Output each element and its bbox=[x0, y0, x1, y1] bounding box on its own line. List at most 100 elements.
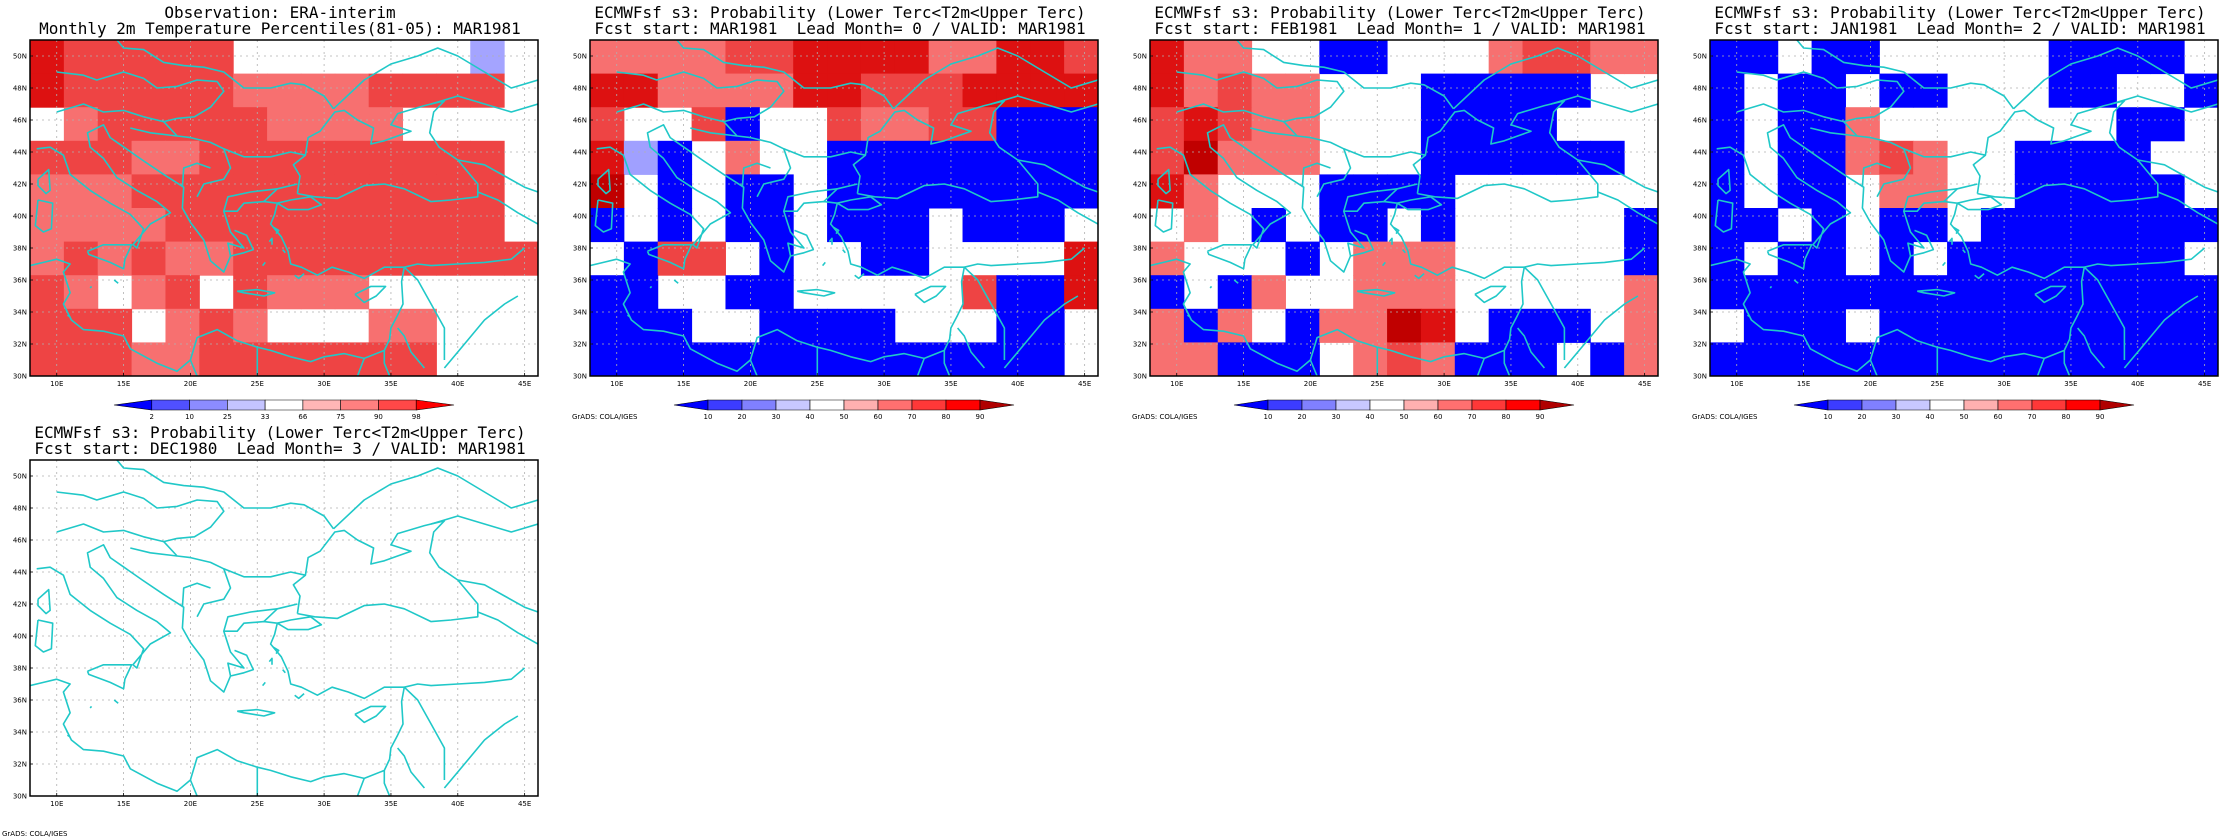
shaded-cell bbox=[1811, 40, 1846, 75]
shaded-cell bbox=[1150, 107, 1185, 142]
colorbar-segment bbox=[945, 399, 981, 411]
shaded-cell bbox=[2116, 342, 2151, 376]
shaded-cell bbox=[2116, 107, 2151, 142]
grads-credit: GrADS: COLA/IGES bbox=[2, 830, 68, 838]
y-tick-label: 34N bbox=[1693, 309, 1707, 317]
map-area bbox=[1710, 40, 2218, 376]
shaded-cell bbox=[860, 40, 896, 75]
panel-title-line2: Fcst start: JAN1981 Lead Month= 2 / VALI… bbox=[1714, 19, 2206, 38]
x-tick-label: 25E bbox=[1931, 380, 1944, 388]
shaded-cell bbox=[402, 308, 437, 343]
colorbar-segment bbox=[151, 399, 190, 411]
shaded-cell bbox=[1913, 140, 1948, 175]
coastline bbox=[2217, 160, 2218, 162]
shaded-cell bbox=[928, 73, 964, 108]
coastline bbox=[1941, 261, 1946, 267]
shaded-cell bbox=[1064, 73, 1098, 108]
coastline bbox=[1523, 266, 1566, 360]
coastline bbox=[230, 229, 255, 257]
shaded-cell bbox=[30, 275, 65, 310]
coastline bbox=[1714, 199, 1734, 233]
shaded-cell bbox=[860, 208, 896, 243]
map-panel-observation: Observation: ERA-interim Monthly 2m Temp… bbox=[0, 0, 560, 420]
shaded-cell bbox=[131, 275, 166, 310]
shaded-cell bbox=[30, 140, 65, 175]
shaded-cell bbox=[470, 208, 505, 243]
shaded-cell bbox=[1285, 241, 1320, 276]
coastline bbox=[196, 568, 232, 618]
shaded-cell bbox=[165, 208, 200, 243]
shaded-cell bbox=[2150, 174, 2185, 209]
coastline bbox=[790, 229, 815, 257]
coastline bbox=[230, 649, 255, 677]
shaded-cell bbox=[1420, 208, 1456, 243]
shaded-cell bbox=[1710, 342, 1745, 376]
shaded-cell bbox=[131, 174, 166, 209]
shaded-cell bbox=[1777, 241, 1813, 276]
coastline bbox=[294, 693, 305, 700]
shaded-cell bbox=[1183, 40, 1219, 75]
y-tick-label: 38N bbox=[1693, 245, 1707, 253]
shaded-cell bbox=[1879, 275, 1914, 310]
coastline bbox=[892, 47, 1098, 110]
colorbar-label: 10 bbox=[1264, 413, 1273, 420]
coastline bbox=[590, 124, 966, 372]
shaded-cell bbox=[1777, 174, 1813, 209]
shaded-cell bbox=[2116, 241, 2151, 276]
colorbar-segment bbox=[1895, 399, 1931, 411]
coastline bbox=[1952, 226, 1960, 235]
coastline bbox=[86, 244, 133, 270]
shaded-cell bbox=[1420, 241, 1456, 276]
shaded-cell bbox=[2150, 40, 2185, 75]
coastline bbox=[594, 199, 614, 233]
shaded-cell bbox=[334, 107, 370, 142]
shaded-cell bbox=[1150, 241, 1185, 276]
coastline bbox=[1974, 273, 1985, 280]
coastline bbox=[116, 40, 335, 110]
shaded-cell bbox=[1150, 174, 1185, 209]
coastline bbox=[66, 734, 71, 738]
shaded-cell bbox=[793, 342, 828, 376]
y-tick-label: 32N bbox=[573, 341, 587, 349]
coastline bbox=[56, 71, 225, 123]
panel-title-line1: Observation: ERA-interim bbox=[164, 3, 396, 22]
coastline bbox=[261, 681, 266, 687]
shaded-cell bbox=[436, 73, 471, 108]
shaded-cell bbox=[2082, 174, 2117, 209]
shaded-cell bbox=[793, 40, 828, 75]
shaded-cell bbox=[928, 40, 964, 75]
coastline bbox=[1516, 327, 1546, 369]
shaded-cell bbox=[63, 208, 99, 243]
colorbar-label: 60 bbox=[874, 413, 883, 420]
shaded-cell bbox=[1251, 73, 1286, 108]
coastline bbox=[821, 261, 826, 267]
x-tick-label: 15E bbox=[1797, 380, 1810, 388]
coastline bbox=[477, 611, 538, 645]
y-tick-label: 32N bbox=[1693, 341, 1707, 349]
shaded-cell bbox=[1845, 275, 1880, 310]
y-tick-label: 46N bbox=[1133, 117, 1147, 125]
shaded-cell bbox=[1777, 73, 1813, 108]
shaded-cell bbox=[1030, 73, 1065, 108]
shaded-cell bbox=[1183, 308, 1219, 343]
shaded-cell bbox=[97, 241, 133, 276]
colorbar-label: 40 bbox=[806, 413, 815, 420]
coastline bbox=[1250, 127, 1298, 137]
coastline bbox=[383, 770, 391, 796]
coastline bbox=[828, 237, 833, 245]
shaded-cell bbox=[199, 107, 234, 142]
coastline bbox=[963, 266, 1006, 360]
shaded-cell bbox=[1387, 241, 1422, 276]
y-tick-label: 36N bbox=[1133, 277, 1147, 285]
x-tick-label: 15E bbox=[117, 800, 130, 808]
x-tick-label: 35E bbox=[944, 380, 957, 388]
shaded-cell bbox=[725, 275, 760, 310]
coastline bbox=[1917, 288, 1956, 297]
coastline bbox=[1861, 162, 1891, 188]
shaded-cell bbox=[2014, 275, 2050, 310]
shaded-cell bbox=[97, 308, 133, 343]
coastline bbox=[690, 127, 738, 137]
shaded-cell bbox=[1064, 174, 1098, 209]
shaded-cell bbox=[300, 208, 336, 243]
shaded-cell bbox=[1217, 308, 1253, 343]
